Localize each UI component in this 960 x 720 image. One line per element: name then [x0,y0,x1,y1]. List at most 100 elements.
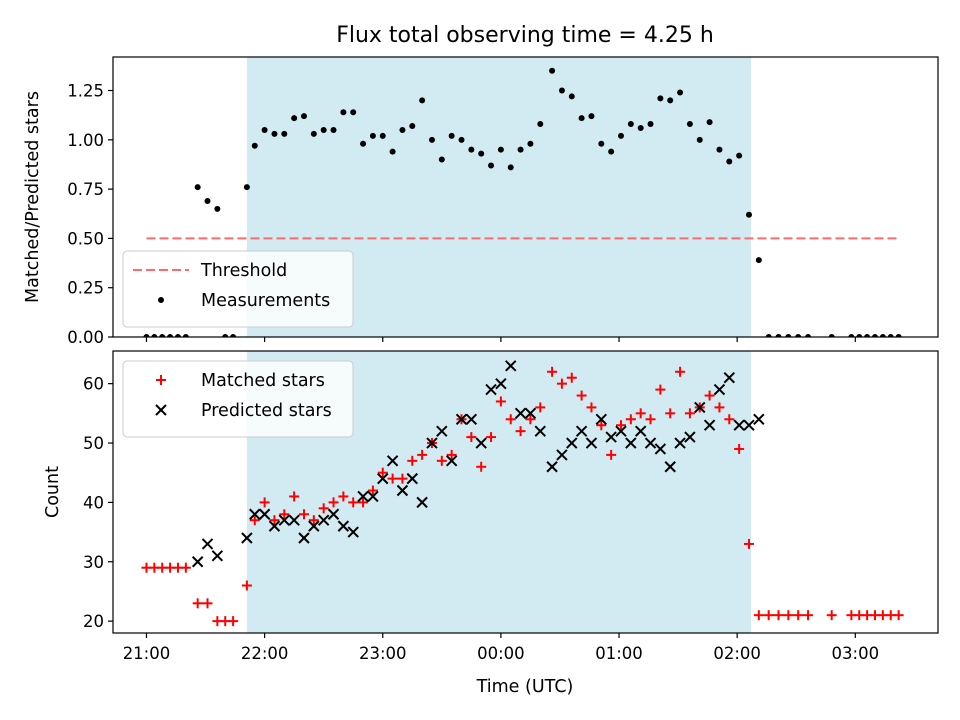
predicted-star-point [713,383,726,396]
measurement-point [775,334,782,337]
measurement-point [271,130,278,137]
axes-frame [112,350,939,634]
predicted-star-point [211,550,224,562]
matched-star-point [743,538,754,549]
measurement-point [785,334,792,337]
measurement-point [667,97,674,104]
measurement-point [588,113,595,120]
plot-area [141,360,904,627]
measurement-point [627,121,634,128]
measurement-point [895,334,902,337]
measurement-point [507,164,514,171]
legend-label: Measurements [201,291,330,311]
axes-frame [112,56,939,338]
predicted-star-point [367,490,379,503]
matched-star-point [596,420,607,431]
plot-area [143,67,902,337]
matched-star-point [803,610,814,621]
predicted-star-point [455,413,468,425]
x-tick-label: 22:00 [241,644,289,663]
measurement-point [261,126,268,133]
matched-star-point [367,485,378,496]
matched-star-point [724,414,735,425]
measurement-point [578,115,585,122]
predicted-star-point [534,425,546,437]
top-panel: 0.00 0.25 0.50 0.75 1.00 1.25 Threshold Measure… [67,56,939,347]
measurement-point [497,146,504,153]
measurement-point [379,132,386,139]
predicted-star-point [278,514,291,526]
x-axis-label: Time (UTC) [476,677,574,697]
predicted-star-point [249,508,261,520]
matched-star-point [576,390,587,401]
matched-star-point [625,414,636,425]
measurement-point [151,334,158,337]
measurement-point [251,142,258,149]
matched-star-point [793,610,804,621]
measurement-point [765,334,772,337]
matched-star-point [515,426,526,437]
matched-star-point [228,616,239,627]
predicted-star-point [426,437,438,449]
predicted-star-point [556,449,568,461]
measurement-point [537,121,544,128]
x-tick-label: 03:00 [832,644,880,663]
legend-label: Predicted stars [201,401,332,421]
bottom-panel: 21:00 22:00 23:00 00:00 01:00 02:00 03:00 20 30 4… [83,350,939,663]
legend: Matched stars Predicted stars [122,360,354,438]
predicted-star-point [615,425,627,437]
matched-star-point [202,598,213,609]
matched-star-point [655,384,666,395]
measurement-point [647,121,654,128]
matched-star-point [556,378,567,389]
measurement-point [488,162,495,169]
x-tick-label: 02:00 [713,644,761,663]
matched-star-point [180,562,191,573]
matched-star-point [338,491,349,502]
measurement-point [159,334,166,337]
measurement-point [281,130,288,137]
legend-box [122,360,354,438]
y-tick-label: 0.00 [67,328,104,347]
measurement-point [568,93,575,100]
predicted-star-point [327,508,340,520]
measurement-point [608,148,615,155]
predicted-star-point [406,472,418,485]
matched-star-point [377,467,388,478]
predicted-star-point [753,413,765,425]
matched-star-point [466,432,477,443]
measurement-point [716,146,723,153]
x-tick-label: 01:00 [595,644,643,663]
matched-star-point [547,366,558,377]
predicted-star-point [268,520,281,532]
y-tick-label: 20 [83,612,104,631]
measurement-point [887,334,894,337]
matched-star-point [241,580,252,591]
matched-star-point [259,497,270,508]
measurement-point [369,132,376,139]
matched-star-point [635,408,646,419]
matched-star-point [269,515,280,526]
matched-star-point [783,610,794,621]
predicted-star-point [674,437,686,449]
measurement-point [438,156,445,163]
measurement-point [706,119,713,126]
predicted-star-point [475,437,487,449]
matched-star-point [407,455,418,466]
predicted-star-point [605,431,617,443]
measurement-point [399,126,406,133]
measurement-point [360,140,367,147]
measurement-point [805,334,812,337]
matched-star-point [298,509,309,520]
bottom-y-axis-label: Count [43,466,63,518]
predicted-star-point [723,372,735,384]
predicted-star-point [703,419,716,431]
legend-predicted-swatch [155,404,167,416]
matched-star-point [318,503,329,514]
predicted-star-point [377,472,389,485]
predicted-star-point [347,526,359,538]
matched-star-point [387,473,398,484]
measurement-point [389,148,396,155]
matched-star-point [734,443,745,454]
